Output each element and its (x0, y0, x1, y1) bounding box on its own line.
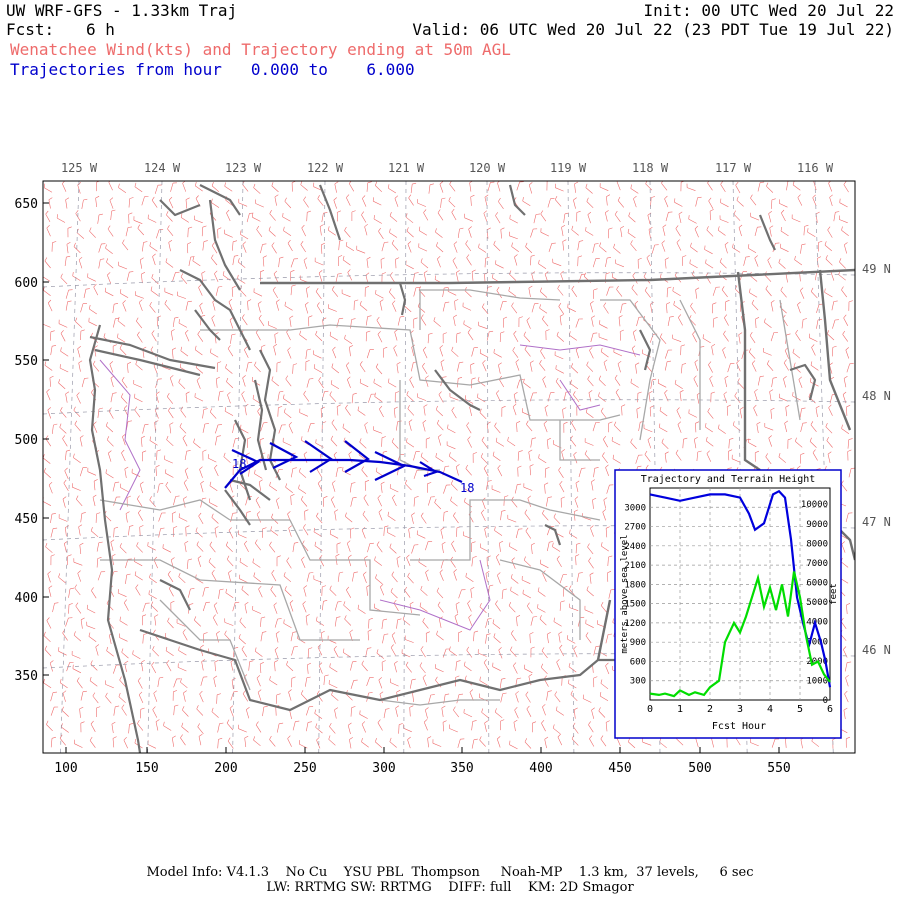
forecast-hour: 6 h (86, 20, 115, 39)
inset-title: Trajectory and Terrain Height (641, 474, 816, 485)
inset-y-left-tick: 2700 (624, 523, 646, 533)
inset-y-left-tick: 900 (630, 638, 646, 648)
inset-y-right-tick: 8000 (806, 539, 828, 549)
valid-time: Valid: 06 UTC Wed 20 Jul 22 (23 PDT Tue … (412, 20, 894, 39)
longitude-label: 120 W (469, 161, 506, 175)
map-subtitle: Wenatchee Wind(kts) and Trajectory endin… (10, 40, 511, 59)
longitude-label: 117 W (715, 161, 752, 175)
terrain-height-line (649, 571, 831, 698)
inset-x-tick: 4 (767, 704, 773, 715)
physics-info: LW: RRTMG SW: RRTMG DIFF: full KM: 2D Sm… (266, 880, 634, 895)
inset-y-right-tick: 10000 (801, 500, 828, 510)
inset-series (649, 489, 832, 698)
trajectory-height-line (649, 489, 832, 688)
y-tick-label: 650 (15, 197, 38, 212)
init-time: Init: 00 UTC Wed 20 Jul 22 (643, 1, 894, 20)
inset-xlabel: Fcst Hour (712, 721, 766, 732)
latitude-label: 48 N (862, 389, 891, 403)
longitude-label: 116 W (797, 161, 834, 175)
inset-y-right-tick: 7000 (806, 559, 828, 569)
y-tick-label: 400 (15, 591, 38, 606)
trajectory-arrow (419, 461, 439, 478)
coastline (88, 184, 817, 753)
inset-y-left-tick: 1800 (624, 580, 646, 590)
longitude-label: 123 W (225, 161, 262, 175)
y-tick-label: 450 (15, 512, 38, 527)
inset-x-tick: 6 (827, 704, 833, 715)
inset-y-left-tick: 1500 (624, 600, 646, 610)
x-tick-label: 400 (529, 761, 552, 776)
trajectory-range: Trajectories from hour 0.000 to 6.000 (10, 60, 415, 79)
x-tick-label: 150 (135, 761, 158, 776)
x-tick-label: 550 (767, 761, 790, 776)
inset-x-tick: 2 (707, 704, 713, 715)
longitude-label: 121 W (388, 161, 425, 175)
longitude-label: 124 W (144, 161, 181, 175)
latitude-label: 49 N (862, 262, 891, 276)
trajectory-arrow (304, 440, 334, 473)
trajectory-arrow (231, 449, 261, 475)
forecast-label: Fcst: (6, 20, 55, 39)
map-title: UW WRF-GFS - 1.33km Traj (6, 1, 238, 20)
trajectory-end-label: 18 (460, 481, 474, 495)
inset-y-right-tick: 4000 (806, 618, 828, 628)
inset-y-left-tick: 3000 (624, 503, 646, 513)
y-tick-label: 550 (15, 354, 38, 369)
x-tick-label: 300 (372, 761, 395, 776)
inset-ylabel-left: meters above sea level (620, 534, 630, 653)
x-tick-label: 200 (214, 761, 237, 776)
longitude-label: 125 W (61, 161, 98, 175)
trajectory-terrain-inset: Trajectory and Terrain Height 0 1 2 3 4 5 6 300… (614, 469, 842, 739)
x-tick-label: 450 (608, 761, 631, 776)
inset-y-right-tick: 9000 (806, 520, 828, 530)
inset-x-tick: 0 (647, 704, 653, 715)
trajectory-path (224, 458, 463, 489)
x-tick-label: 350 (450, 761, 473, 776)
y-axis: 650 600 550 500 450 400 350 (15, 197, 49, 684)
latitude-labels: 49 N 48 N 47 N 46 N (862, 262, 891, 657)
longitude-label: 119 W (550, 161, 587, 175)
x-tick-label: 500 (688, 761, 711, 776)
y-tick-label: 350 (15, 669, 38, 684)
inset-y-right-tick: 1000 (806, 676, 828, 686)
inset-y-left-tick: 2100 (624, 561, 646, 571)
model-info: Model Info: V4.1.3 No Cu YSU PBL Thompso… (146, 865, 754, 880)
y-tick-label: 500 (15, 433, 38, 448)
longitude-label: 118 W (632, 161, 669, 175)
x-tick-label: 250 (293, 761, 316, 776)
inset-y-right-tick: 0 (823, 696, 828, 706)
inset-ylabel-right: feet (829, 583, 839, 605)
trajectory-arrow (344, 440, 370, 473)
inset-x-tick: 3 (737, 704, 743, 715)
inset-x-tick: 5 (797, 704, 803, 715)
latitude-label: 47 N (862, 515, 891, 529)
inset-grid (650, 488, 830, 700)
x-axis: 100 150 200 250 300 350 400 450 500 550 (54, 747, 791, 776)
inset-y-right-tick: 5000 (806, 598, 828, 608)
inset-y-left-tick: 2400 (624, 542, 646, 552)
inset-y-left-tick: 300 (630, 677, 646, 687)
longitude-labels: 125 W 124 W 123 W 122 W 121 W 120 W 119 W 118 W… (61, 161, 834, 175)
inset-y-right-tick: 3000 (806, 637, 828, 647)
y-tick-label: 600 (15, 276, 38, 291)
x-tick-label: 100 (54, 761, 77, 776)
longitude-label: 122 W (307, 161, 344, 175)
inset-x-tick: 1 (677, 704, 683, 715)
trajectory-start-label: 18 (232, 457, 246, 471)
trajectory-arrow (269, 442, 299, 469)
inset-y-right-tick: 6000 (806, 579, 828, 589)
trajectory (224, 440, 463, 489)
inset-y-left-tick: 1200 (624, 619, 646, 629)
inset-y-left-tick: 600 (630, 657, 646, 667)
trajectory-arrow (374, 451, 407, 481)
latitude-label: 46 N (862, 643, 891, 657)
